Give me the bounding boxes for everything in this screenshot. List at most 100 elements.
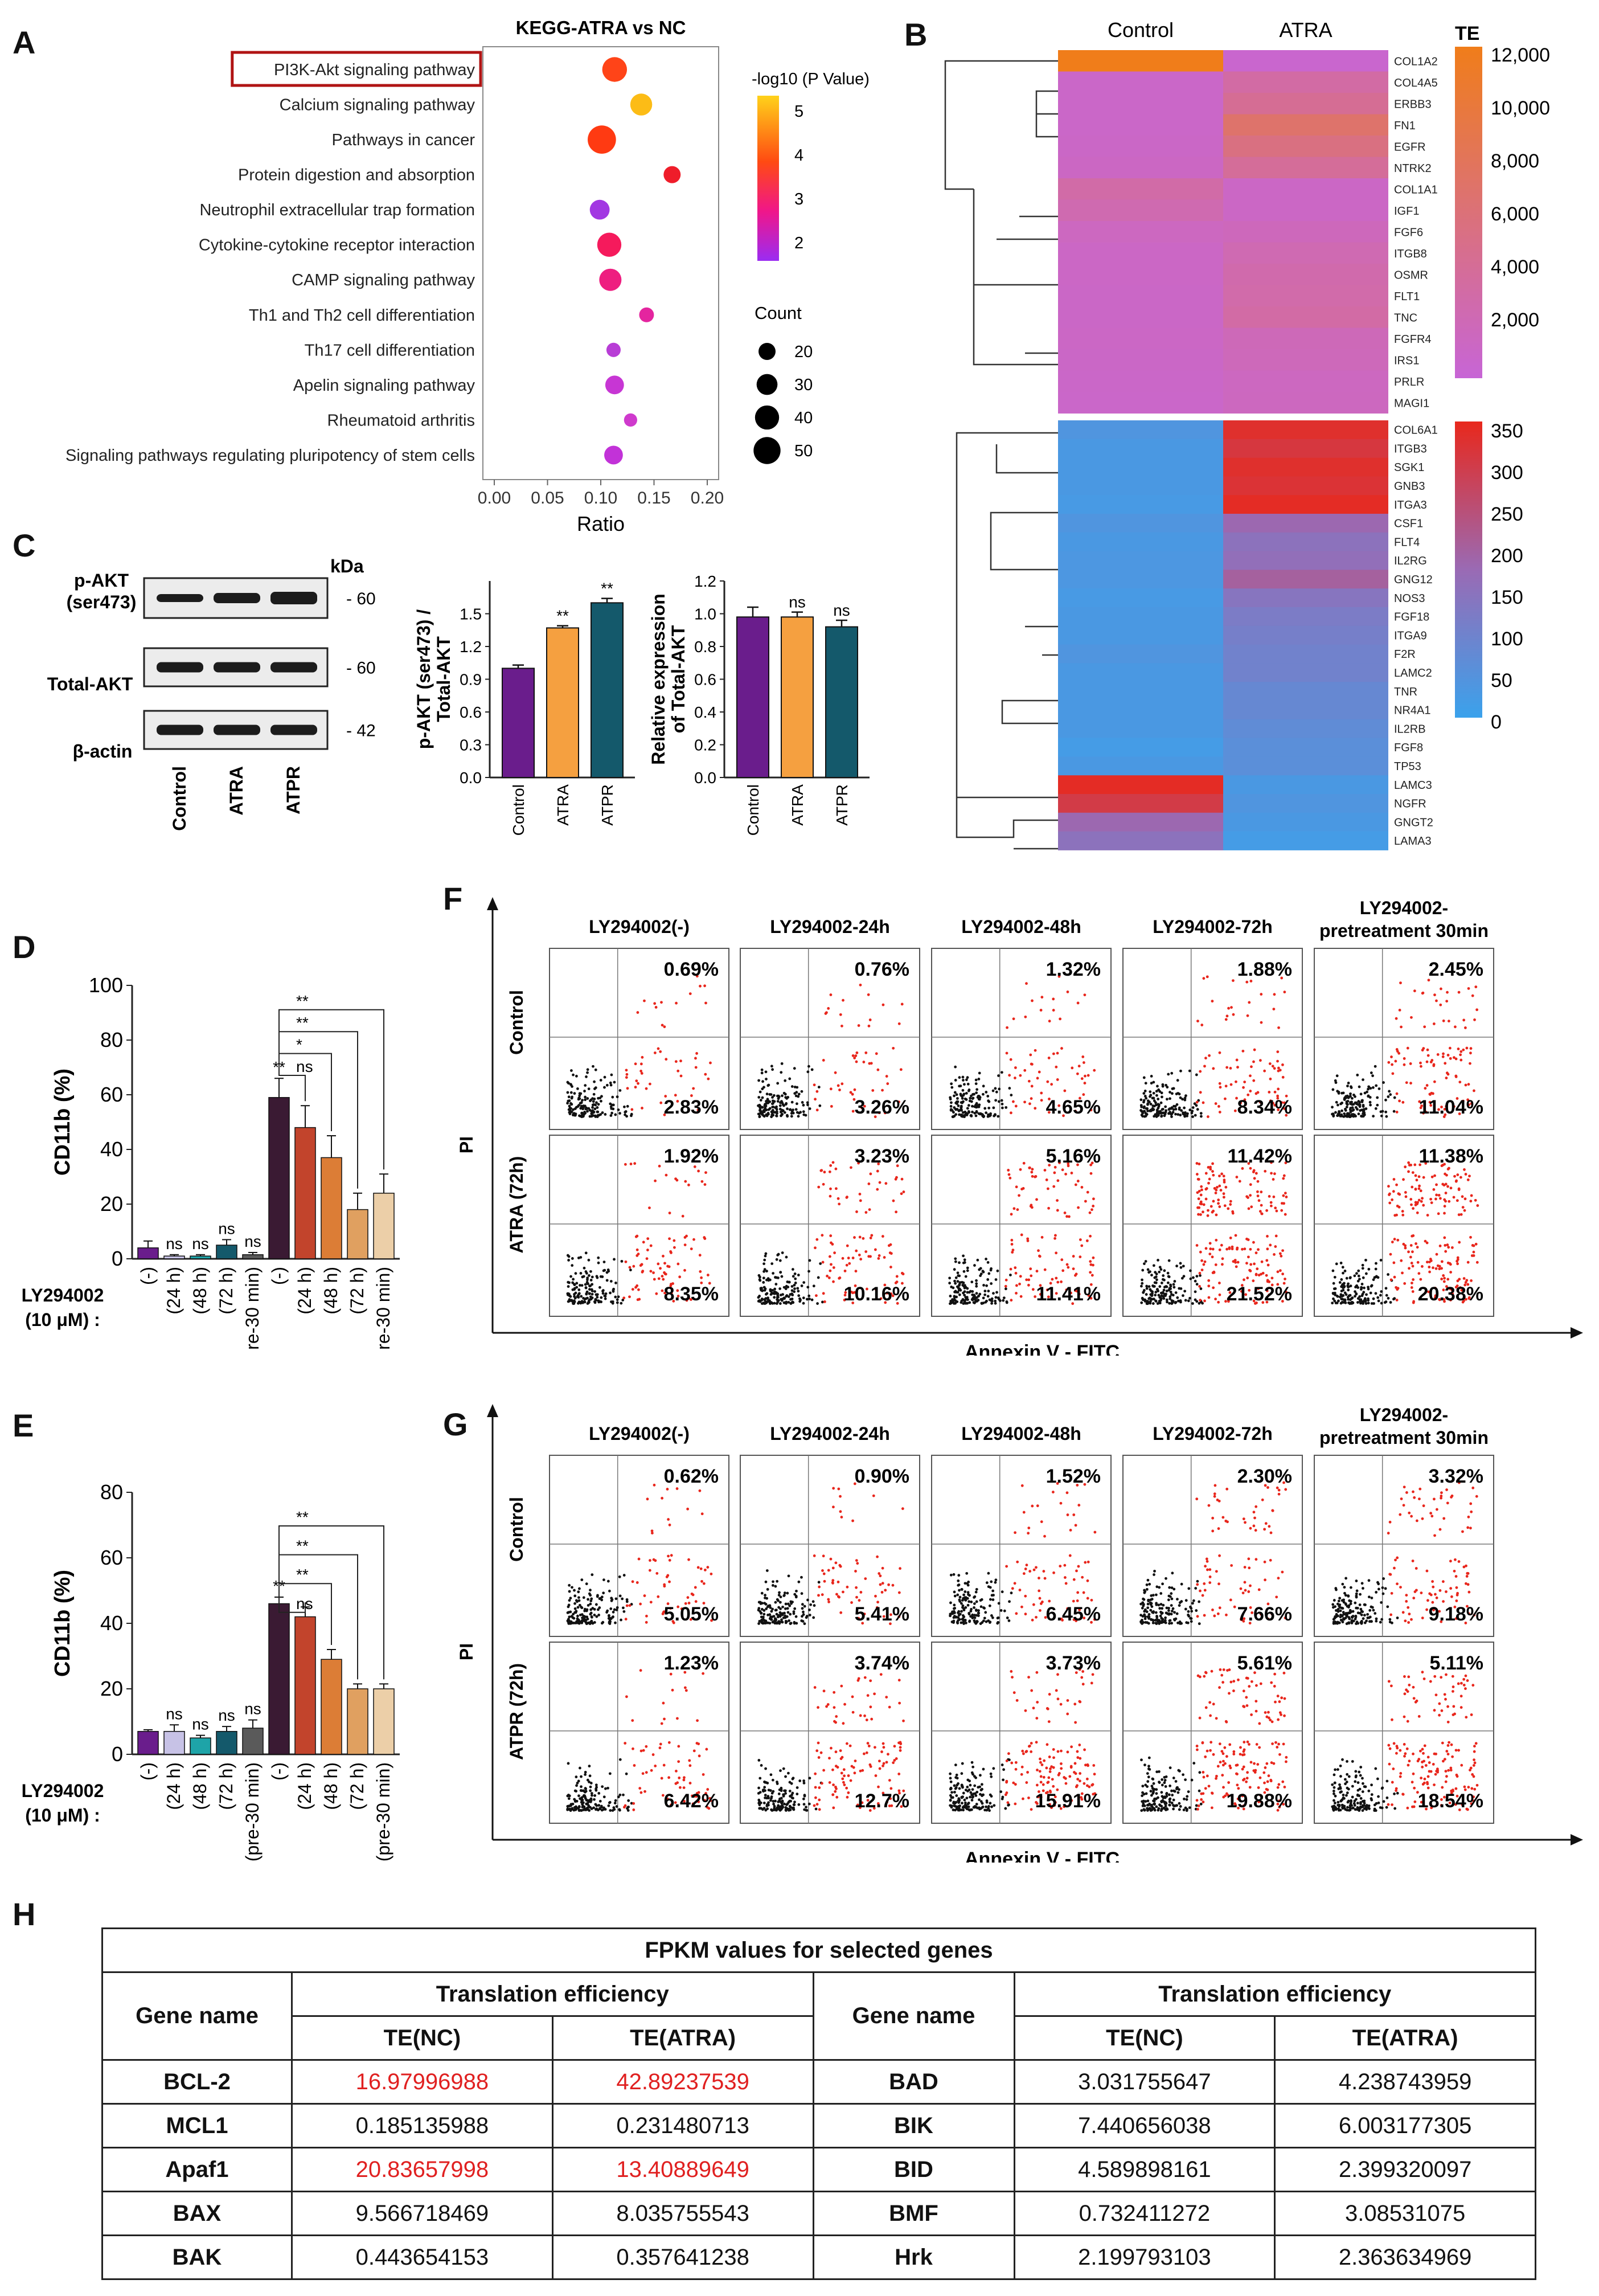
cell-dot — [1453, 1056, 1456, 1059]
bar — [137, 1731, 159, 1755]
cell-dot — [1362, 1103, 1365, 1107]
cell-dot — [598, 1300, 602, 1303]
cell-dot — [625, 1069, 628, 1072]
dot-cloud — [757, 1673, 905, 1812]
cell-dot — [761, 1106, 764, 1109]
cell-dot — [1382, 1577, 1385, 1580]
cell-dot — [1276, 1486, 1279, 1489]
cell-dot — [1223, 1180, 1226, 1184]
cell-dot — [1179, 1096, 1182, 1099]
cell-dot — [1182, 1264, 1185, 1268]
cell-dot — [601, 1111, 604, 1114]
cell-dot — [1206, 1568, 1209, 1571]
cell-dot — [960, 1095, 964, 1098]
cell-dot — [979, 1267, 982, 1270]
cell-dot — [773, 1302, 776, 1305]
heatmap-cell — [1223, 644, 1388, 664]
cell-dot — [990, 1297, 994, 1300]
cell-dot — [1375, 1262, 1377, 1265]
blot-band — [270, 662, 317, 673]
cell-dot — [1159, 1610, 1162, 1614]
cell-dot — [895, 1210, 898, 1214]
cell-dot — [1089, 1271, 1092, 1274]
cell-dot — [1341, 1582, 1344, 1586]
cell-dot — [961, 1280, 964, 1284]
cell-dot — [1260, 1212, 1264, 1215]
cell-dot — [1163, 1114, 1166, 1118]
cell-dot — [875, 1052, 878, 1055]
cell-dot — [1243, 1247, 1247, 1251]
cell-dot — [962, 1284, 966, 1288]
cell-dot — [639, 1791, 643, 1794]
cell-dot — [1346, 1084, 1349, 1088]
cell-dot — [964, 1590, 967, 1593]
cell-dot — [1459, 1053, 1462, 1057]
cell-dot — [814, 1098, 817, 1101]
cell-dot — [1010, 1591, 1013, 1595]
bar — [347, 1209, 368, 1259]
cell-dot — [621, 1299, 625, 1302]
cell-dot — [784, 1619, 788, 1623]
cell-dot — [1027, 1526, 1031, 1529]
heatmap-cell — [1058, 392, 1223, 414]
cell-dot — [624, 1111, 627, 1114]
cell-dot — [766, 1296, 769, 1300]
cell-dot — [966, 1603, 970, 1607]
pathway-bubble — [639, 307, 654, 322]
cell-dot — [1395, 1017, 1398, 1020]
cell-dot — [1057, 975, 1061, 978]
cell-dot — [831, 1582, 834, 1585]
cell-dot — [1362, 1276, 1365, 1279]
cell-dot — [834, 1167, 838, 1170]
cell-dot — [773, 1292, 776, 1295]
cell-dot — [1048, 1020, 1051, 1023]
cell-dot — [994, 1299, 997, 1303]
cell-dot — [1469, 1200, 1473, 1203]
cell-dot — [1162, 1288, 1166, 1292]
y-axis-label: CD11b (%) — [51, 1570, 75, 1677]
te-bottom-tick: 100 — [1491, 628, 1523, 650]
cell-dot — [789, 1622, 792, 1625]
cell-dot — [760, 1302, 764, 1305]
cell-dot — [1059, 1565, 1062, 1568]
dot-cloud — [566, 1162, 711, 1305]
cell-dot — [1420, 1591, 1423, 1595]
cell-dot — [1404, 1191, 1407, 1194]
cell-dot — [1366, 1612, 1369, 1616]
cell-dot — [1183, 1290, 1187, 1293]
cell-dot — [658, 1164, 661, 1168]
cell-dot — [759, 1099, 762, 1102]
cell-dot — [1456, 1097, 1459, 1100]
cell-dot — [969, 1615, 972, 1618]
cell-dot — [1389, 1093, 1392, 1096]
cell-dot — [975, 1300, 979, 1303]
cell-dot — [1022, 1161, 1026, 1165]
y-tick-label: 40 — [100, 1137, 123, 1161]
cell-dot — [1212, 1286, 1215, 1290]
cell-dot — [1473, 1089, 1475, 1092]
gene-label: TNC — [1394, 312, 1417, 324]
cell-dot — [764, 1781, 766, 1784]
heatmap-cell — [1223, 607, 1388, 627]
cell-dot — [815, 1238, 819, 1241]
cell-dot — [1011, 1587, 1014, 1590]
cell-dot — [990, 1614, 993, 1617]
cell-dot — [1172, 1283, 1175, 1286]
cell-dot — [663, 1262, 666, 1265]
cell-dot — [770, 1262, 774, 1265]
cell-dot — [764, 1594, 766, 1597]
cell-dot — [1419, 1278, 1422, 1281]
cell-dot — [766, 1300, 769, 1303]
cell-dot — [580, 1578, 584, 1582]
cell-dot — [1336, 1607, 1340, 1611]
cell-dot — [1163, 1286, 1166, 1289]
cell-dot — [1230, 1564, 1233, 1567]
gene-label: ITGB8 — [1394, 248, 1427, 260]
cell-dot — [603, 1294, 606, 1298]
cell-dot — [584, 1286, 588, 1290]
cell-dot — [870, 1717, 874, 1721]
cell-dot — [997, 1074, 1000, 1077]
cell-dot — [846, 1244, 849, 1247]
dendrogram — [956, 432, 1058, 850]
cell-dot — [1150, 1605, 1154, 1609]
